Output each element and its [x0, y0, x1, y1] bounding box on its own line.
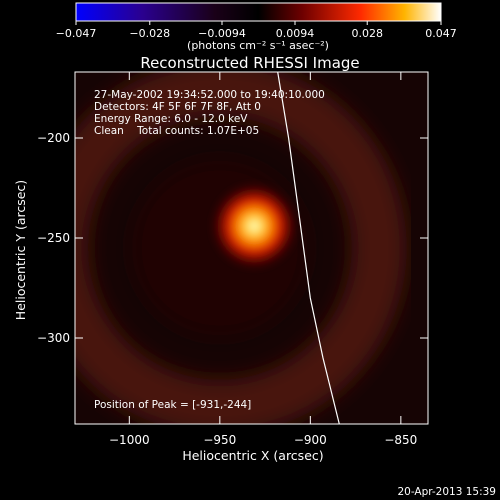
- peak-position-label: Position of Peak = [-931,-244]: [94, 399, 251, 411]
- date-stamp: 20-Apr-2013 15:39: [397, 486, 496, 498]
- solar-limb-line: [277, 72, 340, 424]
- x-tick-label: −900: [294, 433, 327, 447]
- annotation-clean-counts: Clean Total counts: 1.07E+05: [94, 125, 259, 137]
- annotation-detectors: Detectors: 4F 5F 6F 7F 8F, Att 0: [94, 101, 261, 113]
- y-tick-label: −200: [37, 131, 70, 145]
- colorbar-ticks: −0.047 −0.028 −0.0094 0.0094 0.028 0.047: [56, 21, 457, 40]
- colorbar: −0.047 −0.028 −0.0094 0.0094 0.028 0.047 (pho…: [56, 2, 457, 52]
- heatmap-layer: [75, 72, 407, 424]
- peak-source: [210, 182, 299, 270]
- annotation-block: 27-May-2002 19:34:52.000 to 19:40:10.000…: [94, 89, 325, 137]
- x-tick-label: −950: [203, 433, 236, 447]
- colorbar-tick-label: 0.047: [425, 27, 457, 40]
- axis-ticks: −1000 −950 −900 −850 −200 −250 −300: [37, 72, 428, 447]
- x-tick-label: −1000: [109, 433, 150, 447]
- plot-frame: [74, 71, 429, 425]
- colorbar-tick-label: 0.0094: [276, 27, 315, 40]
- colorbar-tick-label: −0.0094: [198, 27, 246, 40]
- diffuse-emission-ring: [75, 72, 407, 424]
- annotation-energy-range: Energy Range: 6.0 - 12.0 keV: [94, 113, 248, 125]
- plot-area: −1000 −950 −900 −850 −200 −250 −300: [37, 71, 429, 447]
- colorbar-tick-label: −0.047: [56, 27, 97, 40]
- y-axis-label: Heliocentric Y (arcsec): [13, 180, 28, 320]
- x-tick-label: −850: [384, 433, 417, 447]
- annotation-time-range: 27-May-2002 19:34:52.000 to 19:40:10.000: [94, 89, 325, 101]
- colorbar-gradient: [75, 2, 442, 22]
- colorbar-tick-label: −0.028: [129, 27, 170, 40]
- colorbar-tick-label: 0.028: [351, 27, 383, 40]
- y-tick-label: −250: [37, 231, 70, 245]
- x-axis-label: Heliocentric X (arcsec): [182, 448, 323, 463]
- y-tick-label: −300: [37, 331, 70, 345]
- colorbar-units-label: (photons cm⁻² s⁻¹ asec⁻²): [187, 39, 329, 52]
- chart-title: Reconstructed RHESSI Image: [140, 54, 359, 72]
